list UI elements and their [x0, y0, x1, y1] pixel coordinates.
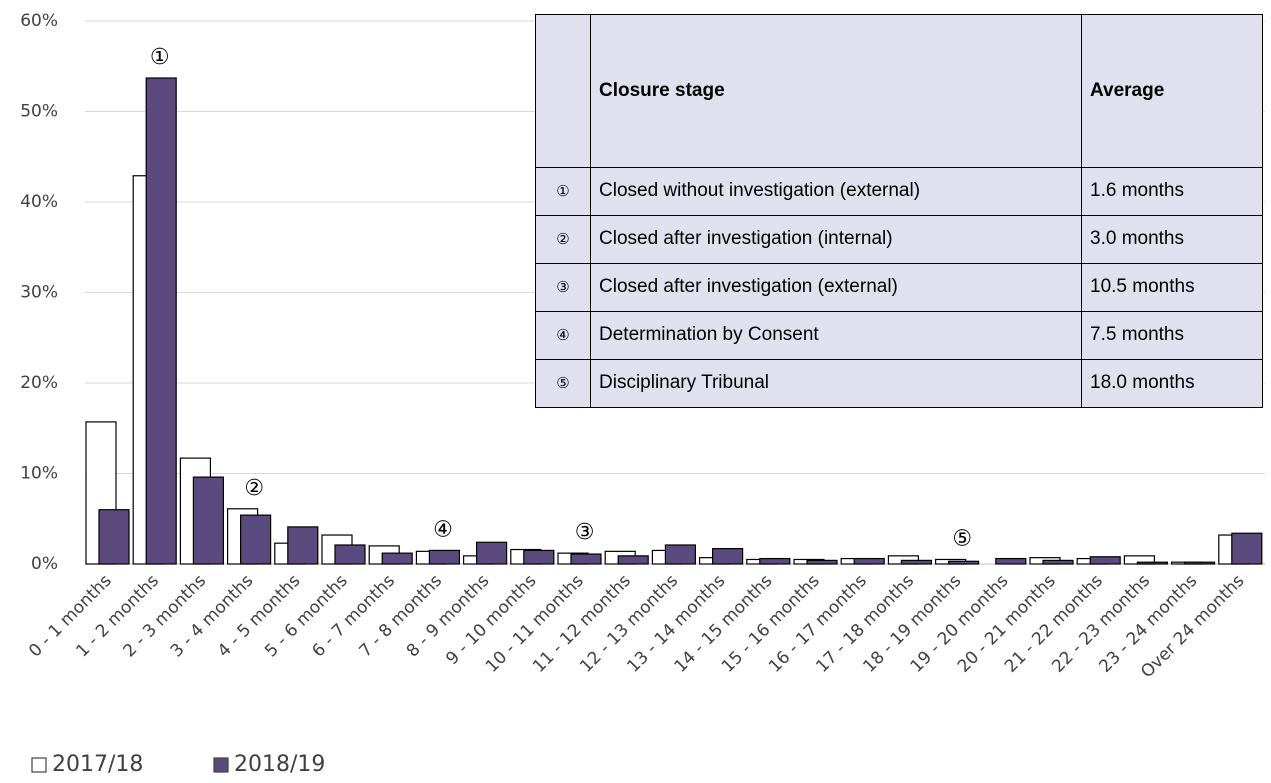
annotation: ⑤ — [952, 526, 972, 551]
legend-swatch — [213, 757, 229, 773]
y-tick-label: 40% — [20, 192, 58, 212]
bar — [1089, 556, 1121, 565]
bar — [476, 541, 508, 565]
bar — [995, 557, 1027, 565]
table-header-cell: Average — [1081, 14, 1263, 168]
table-cell: 3.0 months — [1081, 214, 1263, 264]
bar — [287, 526, 319, 565]
bar — [617, 555, 649, 565]
y-tick-label: 10% — [20, 464, 58, 484]
bar — [1136, 561, 1169, 565]
table-cell: Closed after investigation (internal) — [590, 214, 1082, 264]
bar — [1183, 561, 1216, 565]
annotation: ③ — [575, 520, 595, 545]
table-cell: 1.6 months — [1081, 166, 1263, 216]
bar — [98, 509, 130, 565]
legend-label: 2017/18 — [52, 752, 143, 777]
bar — [145, 77, 177, 565]
legend-label: 2018/19 — [234, 752, 325, 777]
table-row: ⑤ Disciplinary Tribunal 18.0 months — [535, 358, 1263, 409]
bar — [334, 544, 366, 565]
table-cell: ① — [535, 166, 591, 216]
table-cell: ④ — [535, 310, 591, 360]
table-cell: ⑤ — [535, 358, 591, 409]
bar — [428, 549, 460, 565]
bar — [900, 559, 933, 565]
bar — [240, 514, 272, 565]
table-row: ② Closed after investigation (internal) 3.… — [535, 214, 1263, 264]
bar — [853, 557, 885, 565]
closure-table: Closure stage Average ① Closed without in… — [535, 14, 1263, 409]
bar — [759, 557, 791, 565]
table-cell: ② — [535, 214, 591, 264]
bar — [523, 549, 555, 565]
y-tick-label: 0% — [31, 554, 58, 574]
table-cell: Closed after investigation (external) — [590, 262, 1082, 312]
bar — [947, 560, 980, 565]
table-cell: Closed without investigation (external) — [590, 166, 1082, 216]
y-tick-label: 60% — [20, 11, 58, 31]
table-header: Closure stage Average — [535, 14, 1263, 168]
table-cell: ③ — [535, 262, 591, 312]
table-cell: Disciplinary Tribunal — [590, 358, 1082, 409]
annotation: ④ — [433, 517, 453, 542]
annotation: ② — [244, 476, 264, 501]
annotation: ① — [150, 45, 170, 70]
y-tick-label: 30% — [20, 283, 58, 303]
table-cell: 18.0 months — [1081, 358, 1263, 409]
table-row: ③ Closed after investigation (external) 10… — [535, 262, 1263, 312]
table-cell: Determination by Consent — [590, 310, 1082, 360]
table-row: ① Closed without investigation (external)… — [535, 166, 1263, 216]
table-row: ④ Determination by Consent 7.5 months — [535, 310, 1263, 360]
y-tick-label: 50% — [20, 102, 58, 122]
table-header-cell: Closure stage — [590, 14, 1082, 168]
y-tick-label: 20% — [20, 373, 58, 393]
table-cell: 7.5 months — [1081, 310, 1263, 360]
bar — [570, 553, 602, 565]
table-header-cell — [535, 14, 591, 168]
bar — [664, 544, 697, 565]
legend-swatch — [31, 757, 47, 773]
table-cell: 10.5 months — [1081, 262, 1263, 312]
bar — [192, 476, 224, 565]
bar — [806, 559, 838, 565]
bar — [711, 548, 744, 565]
bar — [381, 552, 413, 565]
bar — [1042, 559, 1074, 565]
bar — [1231, 532, 1263, 565]
